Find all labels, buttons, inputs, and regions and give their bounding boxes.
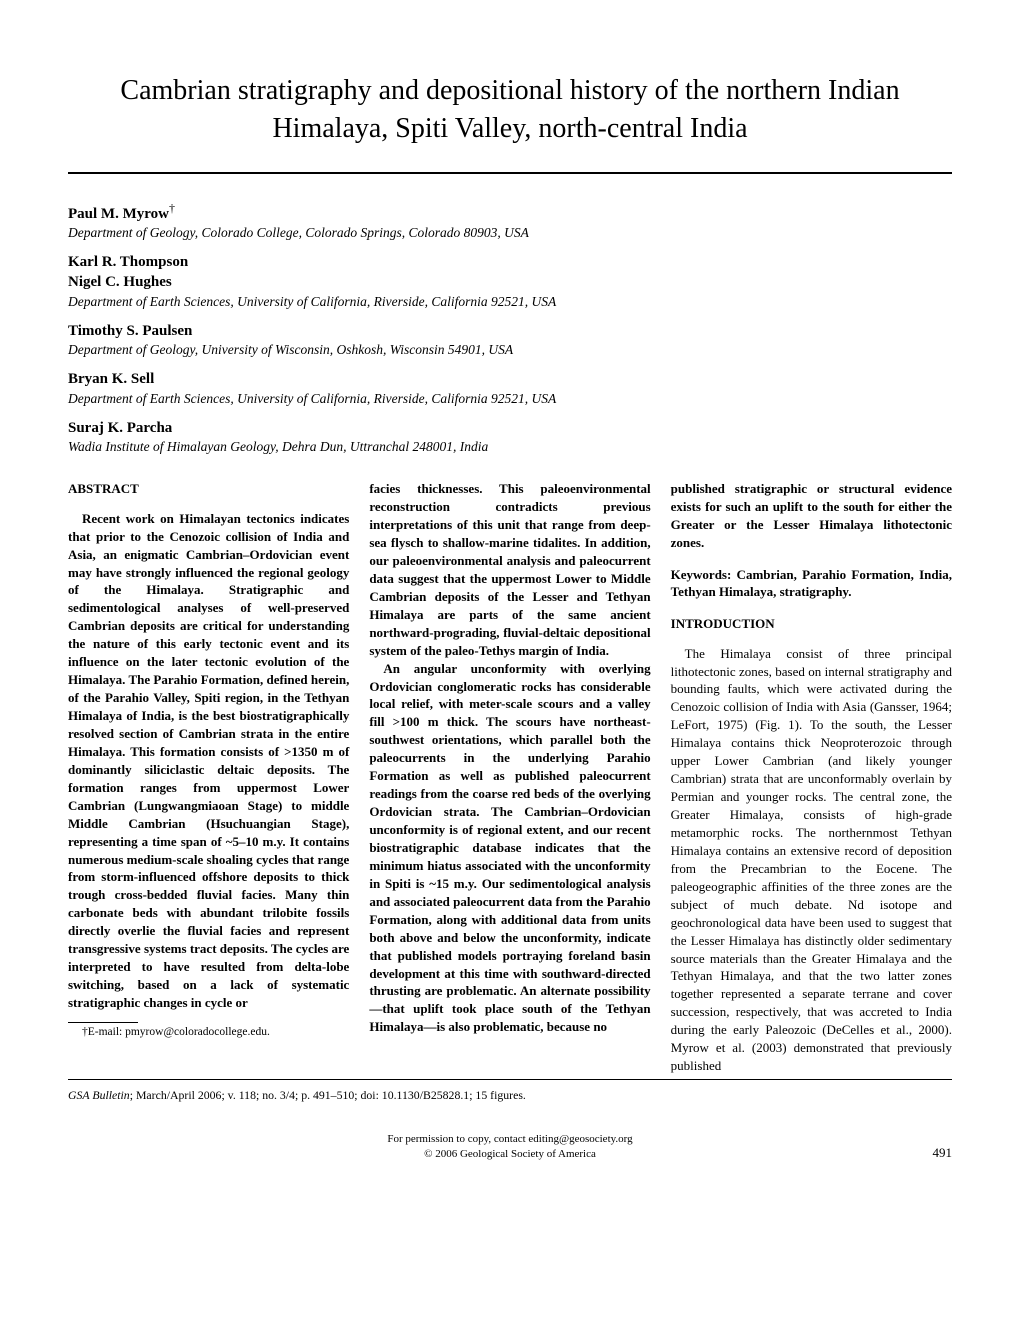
abstract-heading: ABSTRACT xyxy=(68,480,349,498)
citation-journal: GSA Bulletin xyxy=(68,1088,130,1102)
author-name: Bryan K. Sell xyxy=(68,371,154,387)
column-2: facies thicknesses. This paleoenvironmen… xyxy=(369,480,650,1075)
author-name: Karl R. Thompson xyxy=(68,254,188,270)
rule-citation xyxy=(68,1079,952,1080)
author-affiliation: Department of Geology, Colorado College,… xyxy=(68,225,529,240)
author-affiliation: Wadia Institute of Himalayan Geology, De… xyxy=(68,439,488,454)
column-1: ABSTRACT Recent work on Himalayan tecton… xyxy=(68,480,349,1075)
introduction-heading: INTRODUCTION xyxy=(671,615,952,633)
dagger-mark: † xyxy=(169,201,175,215)
footnote-rule xyxy=(68,1022,138,1023)
author-name: Timothy S. Paulsen xyxy=(68,323,192,339)
abstract-paragraph: facies thicknesses. This paleoenvironmen… xyxy=(369,480,650,659)
intro-paragraph: The Himalaya consist of three principal … xyxy=(671,645,952,1076)
author-affiliation: Department of Earth Sciences, University… xyxy=(68,391,556,406)
column-3: published stratigraphic or structural ev… xyxy=(671,480,952,1075)
authors-block: Paul M. Myrow† Department of Geology, Co… xyxy=(68,200,952,457)
body-columns: ABSTRACT Recent work on Himalayan tecton… xyxy=(68,480,952,1075)
abstract-paragraph: published stratigraphic or structural ev… xyxy=(671,480,952,552)
keywords-text: Keywords: Cambrian, Parahio Formation, I… xyxy=(671,566,952,601)
author-name: Nigel C. Hughes xyxy=(68,274,172,290)
citation-line: GSA Bulletin; March/April 2006; v. 118; … xyxy=(68,1088,952,1104)
author-entry: Karl R. Thompson Nigel C. Hughes Departm… xyxy=(68,252,952,311)
author-name-text: Paul M. Myrow xyxy=(68,206,169,222)
page-number: 491 xyxy=(933,1144,953,1162)
author-affiliation: Department of Earth Sciences, University… xyxy=(68,294,556,309)
page-footer: For permission to copy, contact editing@… xyxy=(68,1132,952,1162)
author-entry: Suraj K. Parcha Wadia Institute of Himal… xyxy=(68,418,952,456)
footer-copyright: © 2006 Geological Society of America xyxy=(68,1147,952,1162)
author-name: Suraj K. Parcha xyxy=(68,420,172,436)
author-entry: Timothy S. Paulsen Department of Geology… xyxy=(68,321,952,359)
footer-permission: For permission to copy, contact editing@… xyxy=(68,1132,952,1147)
author-entry: Bryan K. Sell Department of Earth Scienc… xyxy=(68,369,952,407)
abstract-paragraph: An angular unconformity with overlying O… xyxy=(369,660,650,1037)
abstract-paragraph: Recent work on Himalayan tectonics indic… xyxy=(68,510,349,1012)
author-entry: Paul M. Myrow† Department of Geology, Co… xyxy=(68,200,952,242)
citation-rest: ; March/April 2006; v. 118; no. 3/4; p. … xyxy=(130,1088,526,1102)
rule-top xyxy=(68,172,952,174)
author-affiliation: Department of Geology, University of Wis… xyxy=(68,342,513,357)
author-name: Paul M. Myrow† xyxy=(68,206,175,222)
footnote-text: †E-mail: pmyrow@coloradocollege.edu. xyxy=(68,1025,349,1041)
paper-title: Cambrian stratigraphy and depositional h… xyxy=(68,72,952,148)
